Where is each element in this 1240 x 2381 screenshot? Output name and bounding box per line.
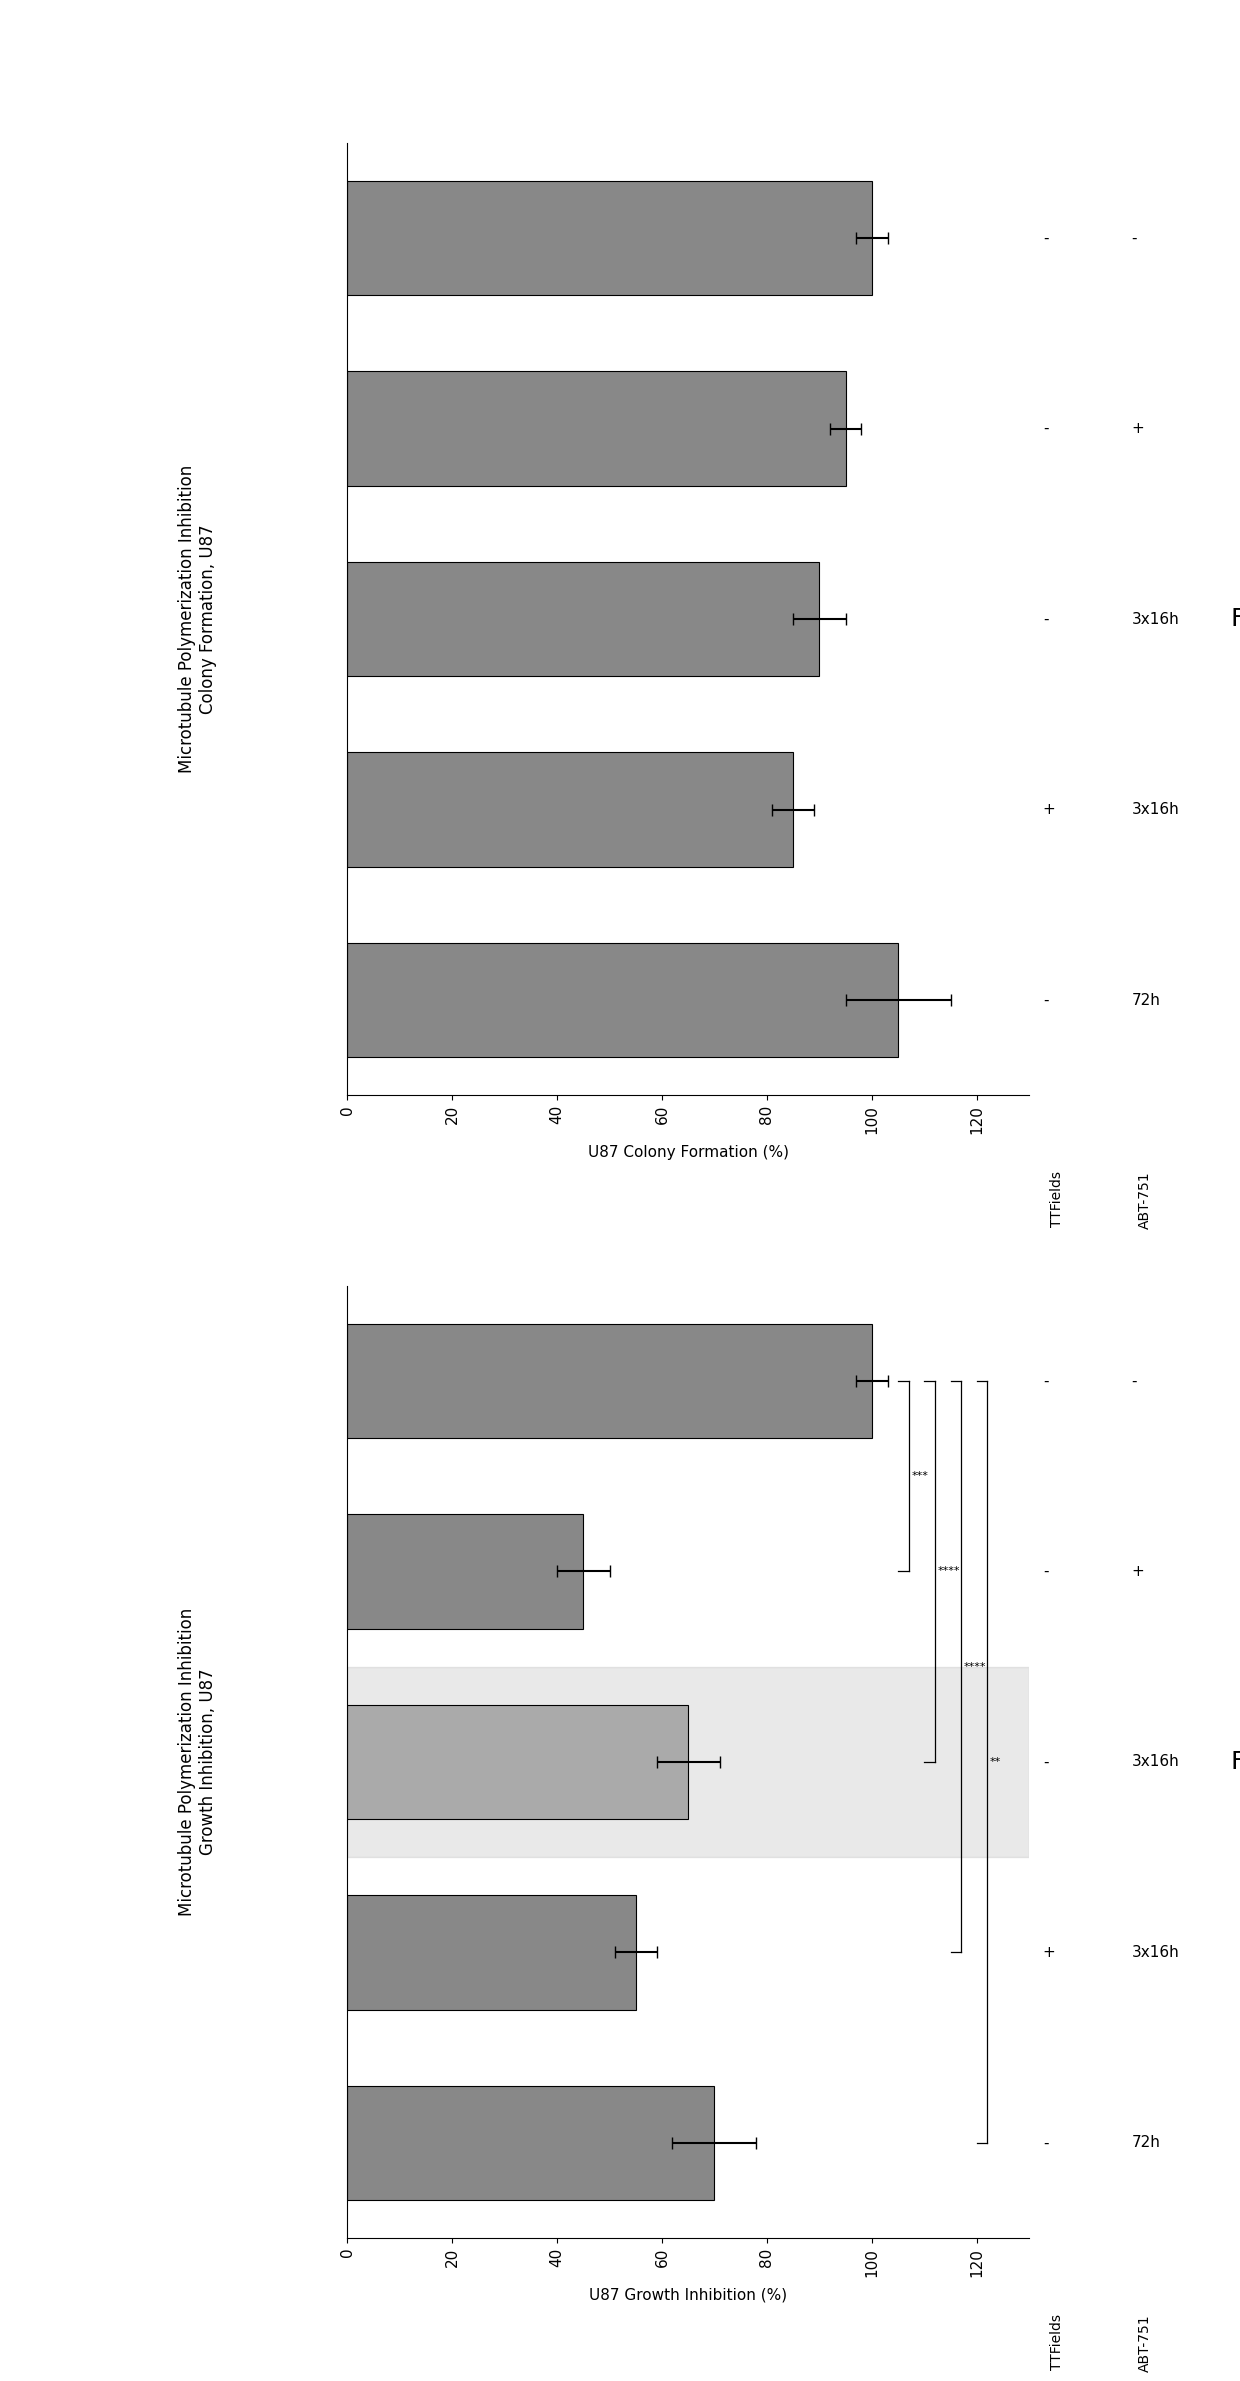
Text: -: - — [1043, 612, 1048, 626]
Text: ABT-751: ABT-751 — [1138, 1171, 1152, 1229]
Text: -: - — [1043, 1755, 1048, 1769]
Text: +: + — [1131, 1564, 1145, 1579]
Bar — [347, 943, 898, 1057]
Text: **: ** — [990, 1757, 1001, 1767]
Text: -: - — [1043, 1374, 1048, 1388]
Text: 3x16h: 3x16h — [1131, 1945, 1179, 1960]
Text: Microtubule Polymerization Inhibition
Growth Inhibition, U87: Microtubule Polymerization Inhibition Gr… — [177, 1607, 217, 1917]
Bar — [347, 1324, 872, 1438]
Text: -: - — [1043, 2136, 1048, 2150]
Bar — [347, 2086, 714, 2200]
Text: 72h: 72h — [1131, 993, 1161, 1007]
Text: 72h: 72h — [1131, 2136, 1161, 2150]
Text: ****: **** — [937, 1567, 960, 1576]
Text: 3x16h: 3x16h — [1131, 612, 1179, 626]
Text: -: - — [1131, 231, 1137, 245]
Text: TTFields: TTFields — [1049, 2314, 1064, 2371]
Bar — [347, 1705, 688, 1819]
Text: +: + — [1131, 421, 1145, 436]
Bar — [347, 371, 846, 486]
Bar — [347, 752, 794, 867]
Text: Microtubule Polymerization Inhibition
Colony Formation, U87: Microtubule Polymerization Inhibition Co… — [177, 464, 217, 774]
Text: +: + — [1043, 1945, 1055, 1960]
Text: ***: *** — [911, 1471, 928, 1481]
Text: -: - — [1043, 231, 1048, 245]
Bar — [347, 1667, 1029, 1857]
Text: 3x16h: 3x16h — [1131, 1755, 1179, 1769]
Bar — [347, 181, 872, 295]
Bar — [347, 1667, 1029, 1857]
Text: ABT-751: ABT-751 — [1138, 2314, 1152, 2371]
Text: +: + — [1043, 802, 1055, 817]
Bar — [347, 1895, 636, 2010]
Text: TTFields: TTFields — [1049, 1171, 1064, 1229]
Text: -: - — [1043, 1564, 1048, 1579]
Text: 3x16h: 3x16h — [1131, 802, 1179, 817]
Text: ****: **** — [963, 1662, 986, 1671]
X-axis label: U87 Colony Formation (%): U87 Colony Formation (%) — [588, 1145, 789, 1160]
Text: -: - — [1131, 1374, 1137, 1388]
Text: -: - — [1043, 993, 1048, 1007]
X-axis label: U87 Growth Inhibition (%): U87 Growth Inhibition (%) — [589, 2288, 787, 2302]
Bar — [347, 1514, 583, 1629]
Text: -: - — [1043, 421, 1048, 436]
Text: FIG. 3: FIG. 3 — [1231, 1750, 1240, 1774]
Text: FIG. 4: FIG. 4 — [1231, 607, 1240, 631]
Bar — [347, 562, 820, 676]
